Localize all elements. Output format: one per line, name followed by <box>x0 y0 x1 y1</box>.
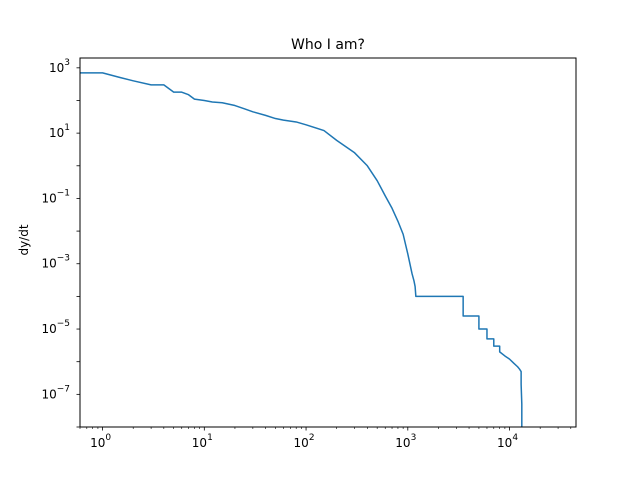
x-tick-label: 101 <box>192 433 213 450</box>
x-tick-base: 10 <box>395 436 410 450</box>
data-series-line <box>80 72 523 427</box>
y-tick-base: 10 <box>41 322 56 336</box>
x-tick-exponent: 4 <box>512 433 518 443</box>
y-tick-base: 10 <box>49 61 64 75</box>
y-tick-label: 10−1 <box>41 188 70 205</box>
x-tick-label: 103 <box>395 433 416 450</box>
y-tick-base: 10 <box>41 387 56 401</box>
x-tick-exponent: 2 <box>309 433 315 443</box>
plot-frame <box>79 57 577 428</box>
y-tick-exponent: −3 <box>57 254 70 264</box>
y-tick-label: 10−5 <box>41 319 70 336</box>
y-tick-label: 10−3 <box>41 254 70 271</box>
y-tick-base: 10 <box>41 257 56 271</box>
y-tick-exponent: −5 <box>57 319 70 329</box>
plot-area <box>80 72 523 427</box>
y-tick-exponent: 3 <box>64 58 70 68</box>
chart-title: Who I am? <box>291 37 365 53</box>
x-axis-ticks: 100 101 102 103 104 <box>79 427 572 450</box>
x-tick-exponent: 1 <box>207 433 213 443</box>
y-tick-exponent: −1 <box>57 188 70 198</box>
x-tick-base: 10 <box>90 436 105 450</box>
x-tick-base: 10 <box>192 436 207 450</box>
y-tick-label: 101 <box>49 123 70 140</box>
x-tick-exponent: 3 <box>411 433 417 443</box>
x-tick-label: 102 <box>294 433 315 450</box>
x-tick-label: 104 <box>497 433 518 450</box>
y-tick-exponent: 1 <box>64 123 70 133</box>
y-tick-label: 103 <box>49 58 70 75</box>
y-axis-label: dy/dt <box>17 224 31 255</box>
y-tick-base: 10 <box>41 191 56 205</box>
x-tick-label: 100 <box>90 433 111 450</box>
x-tick-base: 10 <box>294 436 309 450</box>
x-tick-exponent: 0 <box>105 433 111 443</box>
x-tick-base: 10 <box>497 436 512 450</box>
y-tick-base: 10 <box>49 126 64 140</box>
y-tick-exponent: −7 <box>57 384 70 394</box>
y-tick-label: 10−7 <box>41 384 70 401</box>
